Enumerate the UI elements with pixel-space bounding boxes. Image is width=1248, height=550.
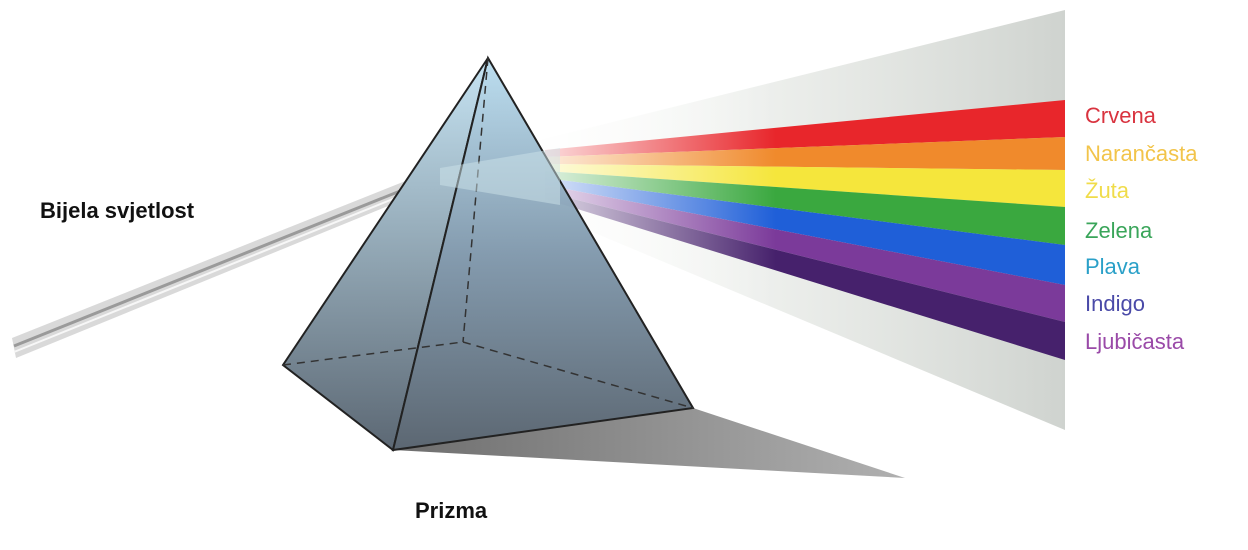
color-label: Crvena [1085,103,1157,128]
prism-label: Prizma [415,498,488,523]
color-label: Žuta [1085,178,1130,203]
light-beam [12,168,442,358]
white-light-label: Bijela svjetlost [40,198,195,223]
color-label: Zelena [1085,218,1153,243]
color-label: Plava [1085,254,1141,279]
color-label: Indigo [1085,291,1145,316]
prism [281,55,695,452]
light-fan [540,0,1065,440]
spectrum-labels: Crvena Narančasta Žuta Zelena Plava Indi… [1085,103,1198,354]
color-label: Narančasta [1085,141,1198,166]
color-label: Ljubičasta [1085,329,1185,354]
shadow [393,408,905,478]
